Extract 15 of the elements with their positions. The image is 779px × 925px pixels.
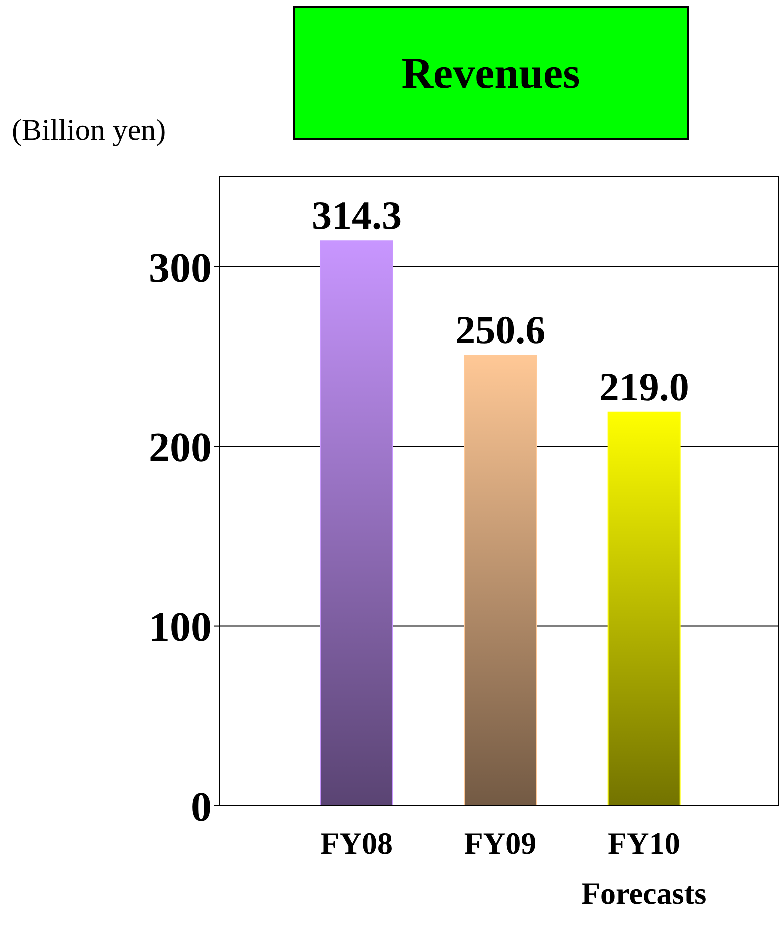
y-axis-title: (Billion yen)	[12, 114, 166, 148]
x-tick-label: FY10 Forecasts	[582, 826, 707, 911]
bar	[464, 355, 538, 806]
chart-title: Revenues	[293, 6, 689, 140]
bar	[320, 240, 394, 806]
data-label: 250.6	[456, 308, 546, 353]
y-tick-label: 0	[191, 784, 212, 831]
x-tick-label: FY08	[320, 826, 393, 861]
data-label: 219.0	[599, 364, 690, 410]
y-tick-label: 200	[149, 425, 212, 472]
y-tick-label: 300	[149, 246, 212, 292]
data-label: 314.3	[312, 193, 402, 238]
x-tick-label: FY09	[464, 826, 537, 861]
bar	[608, 412, 681, 806]
y-tick-label: 100	[149, 605, 212, 652]
